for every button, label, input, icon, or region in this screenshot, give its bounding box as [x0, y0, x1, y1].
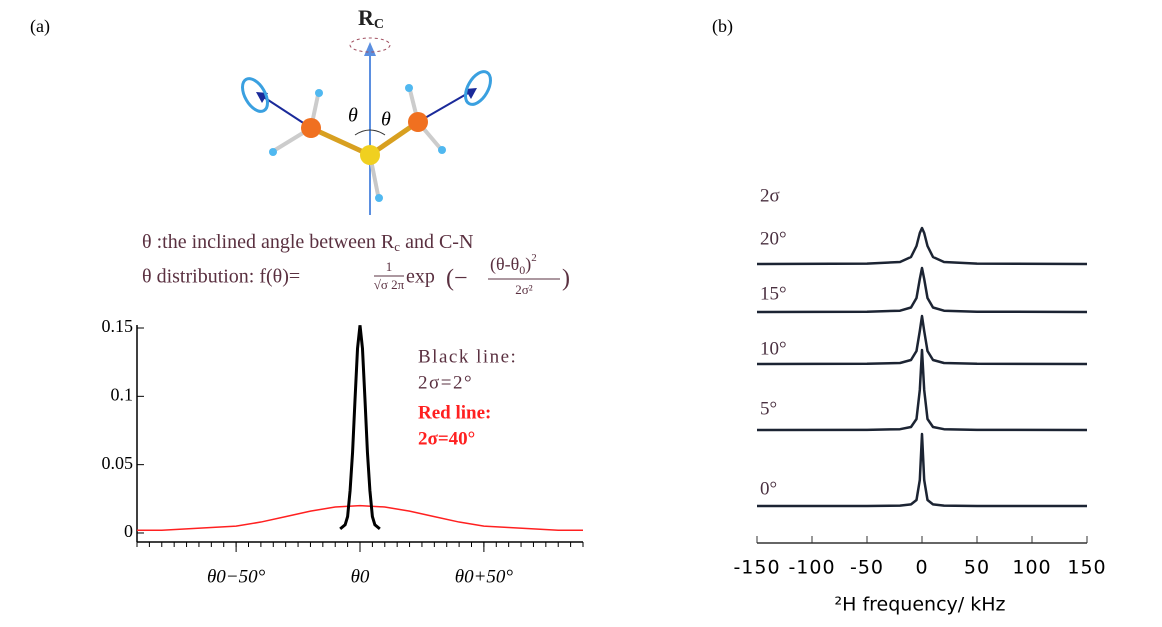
legend-name: Red line: — [418, 402, 491, 423]
arrow-head — [465, 88, 477, 99]
angle-label: θ — [348, 105, 358, 127]
x-axis-label: ²H frequency/ kHz — [835, 594, 1006, 616]
x-tick-label: 0 — [915, 557, 928, 579]
panel-label: (b) — [712, 16, 733, 37]
spectrum — [757, 432, 1087, 508]
rotation-circle — [349, 37, 391, 53]
panel-label: (a) — [30, 16, 50, 37]
y-tick-label: 0.05 — [102, 453, 134, 473]
y-tick-label: 0.15 — [102, 316, 134, 336]
bond — [309, 125, 372, 158]
x-tick-label: 50 — [964, 557, 990, 579]
formula-func: exp — [406, 266, 435, 288]
atom — [405, 84, 413, 92]
x-tick-label: 150 — [1067, 557, 1106, 579]
formula-paren: ) — [562, 266, 570, 292]
angle-arc — [354, 129, 386, 136]
spectrum — [756, 314, 1088, 366]
series-label: 15° — [760, 283, 787, 304]
series-label: 20° — [760, 228, 787, 249]
formula: θ distribution: f(θ)= 1 √σ 2π exp (− (θ-… — [142, 252, 570, 297]
molecule-diagram: RC θ θ — [241, 5, 492, 215]
definition: θ :the inclined angle between Rc and C-N — [142, 231, 473, 254]
atom — [438, 146, 446, 154]
legend-label: 2σ=40° — [418, 428, 475, 449]
atom — [301, 118, 321, 138]
line-series — [137, 504, 583, 531]
series-label: 10° — [760, 338, 787, 359]
x-tick-label: θ0 — [351, 566, 370, 587]
x-tick-label: -150 — [733, 557, 780, 579]
atom — [315, 89, 323, 97]
formula-numerator: 1 — [386, 259, 393, 274]
atom — [360, 145, 380, 165]
formula-lead: θ distribution: f(θ)= — [142, 266, 300, 288]
legend-name: Black line: — [418, 346, 517, 367]
atom — [408, 112, 428, 132]
angle-label: θ — [381, 109, 391, 131]
chart-title: 2σ — [760, 185, 780, 206]
atom — [375, 194, 383, 202]
series-label: 5° — [760, 398, 777, 419]
x-tick-label: θ0−50° — [207, 566, 266, 587]
rotation-circle — [241, 77, 269, 113]
spectrum — [756, 226, 1088, 266]
legend-label: 2σ=2° — [418, 372, 473, 393]
formula-num: (θ-θ0)2 — [490, 252, 537, 277]
rotation-circle — [464, 70, 492, 106]
y-tick-label: 0 — [124, 521, 133, 541]
x-tick-label: -50 — [850, 557, 884, 579]
formula-paren: (− — [446, 266, 468, 292]
line-series — [339, 325, 381, 531]
spectrum — [756, 266, 1088, 314]
spectrum — [756, 348, 1088, 432]
bond-vector — [417, 91, 471, 123]
atom — [269, 148, 277, 156]
formula-denominator: √σ 2π — [374, 277, 405, 292]
formula-den: 2σ² — [515, 282, 533, 297]
x-tick-label: 100 — [1012, 557, 1051, 579]
y-tick-label: 0.1 — [111, 384, 134, 404]
arrow-head — [364, 42, 376, 56]
series-label: 0° — [760, 478, 777, 499]
x-tick-label: -100 — [788, 557, 835, 579]
axis-label: RC — [358, 5, 384, 32]
x-tick-label: θ0+50° — [455, 566, 514, 587]
